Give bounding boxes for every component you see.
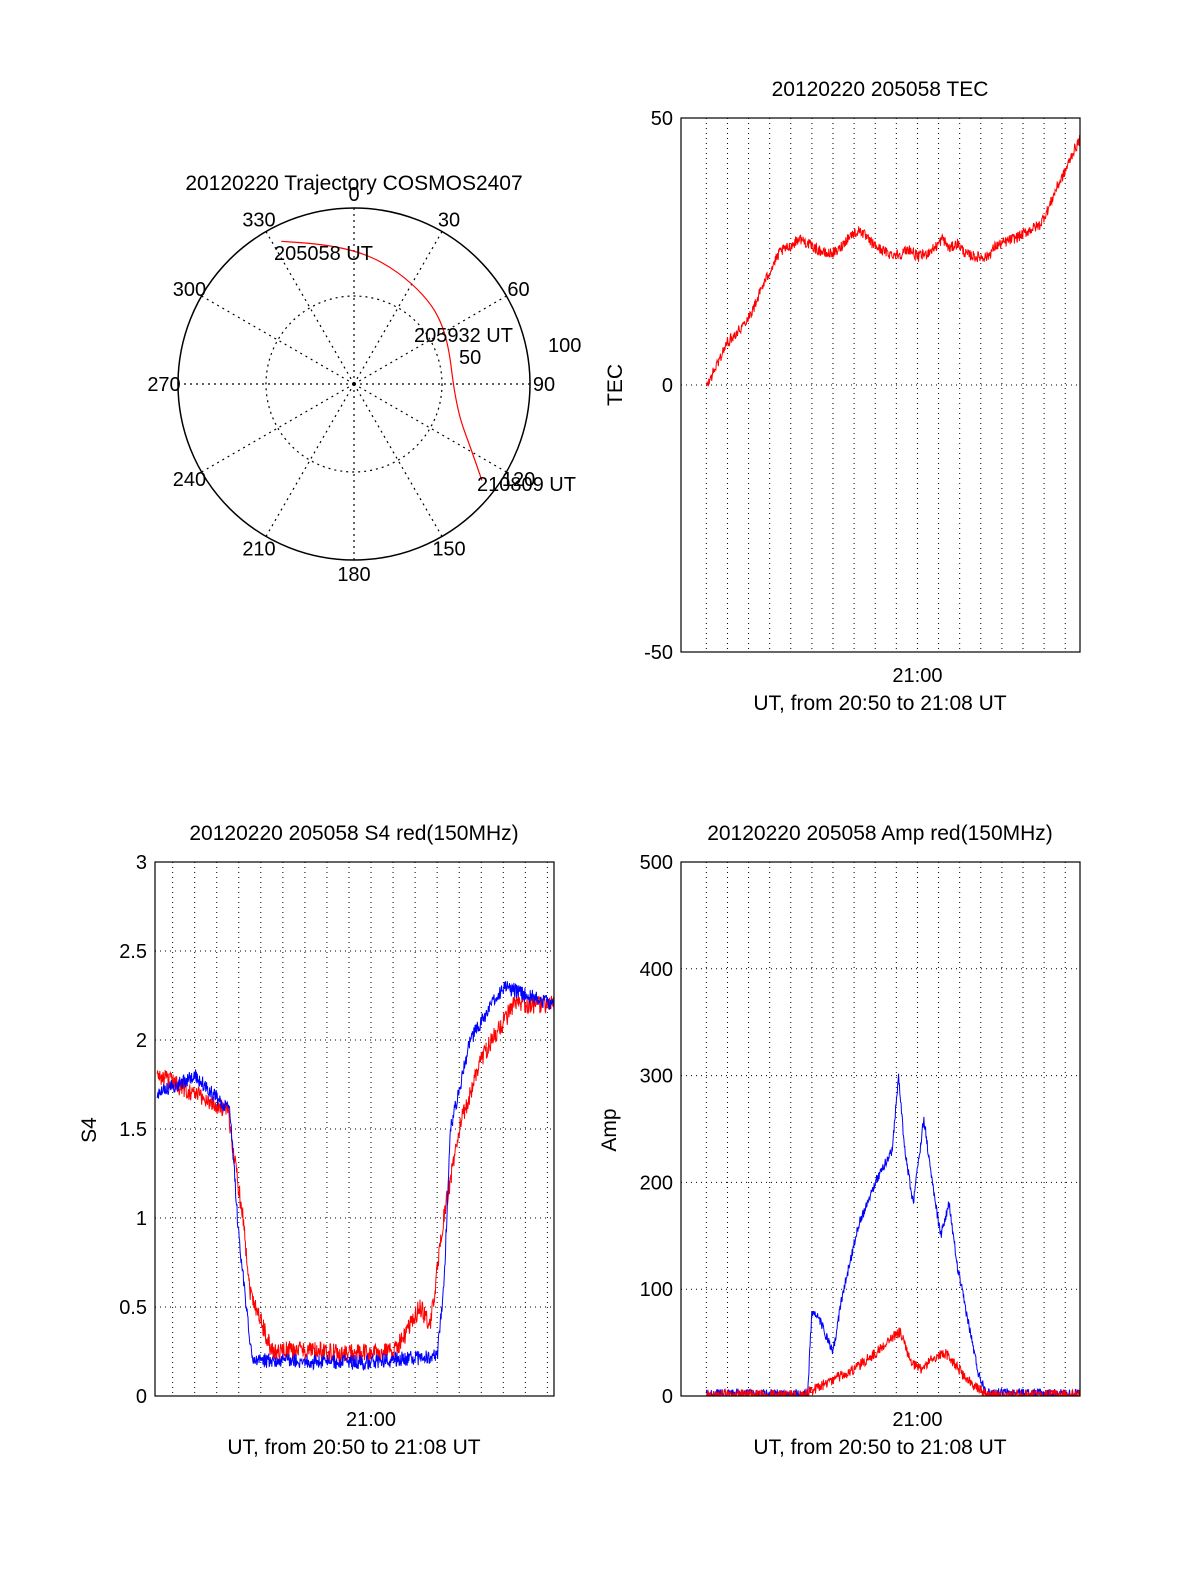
s4-y-ticks: 3 2.5 2 1.5 1 0.5 0 [119, 852, 147, 1408]
polar-angle-label-330: 330 [242, 209, 275, 231]
s4-y-tick-label: 0.5 [119, 1297, 147, 1319]
s4-plot: 20120220 205058 S4 red(150MHz) 3 2.5 2 1.5 1… [78, 822, 555, 1459]
polar-outer-circle [177, 207, 531, 561]
amp-y-tick-label: 500 [640, 852, 673, 874]
polar-spoke-300 [201, 295, 355, 385]
polar-angle-labels: 0 30 60 90 120 150 180 210 240 270 300 330 [147, 184, 555, 586]
amp-y-tick-label: 300 [640, 1066, 673, 1088]
tec-grid [681, 117, 1080, 653]
s4-x-label: UT, from 20:50 to 21:08 UT [227, 1436, 480, 1459]
s4-grid [155, 861, 554, 1397]
s4-series-blue [156, 981, 554, 1371]
trajectory-title: 20120220 Trajectory COSMOS2407 [185, 172, 522, 195]
s4-y-tick-label: 1 [136, 1208, 147, 1230]
trajectory-start-label: 205058 UT [274, 243, 373, 265]
amp-title: 20120220 205058 Amp red(150MHz) [707, 822, 1053, 845]
tec-x-tick-label: 21:00 [892, 665, 942, 687]
s4-series-red [156, 994, 554, 1363]
tec-y-tick-label: -50 [644, 642, 673, 664]
amp-y-tick-label: 100 [640, 1279, 673, 1301]
trajectory-end-label: 210809 UT [477, 474, 576, 496]
tec-y-ticks: 50 0 -50 [644, 108, 673, 664]
s4-y-tick-label: 1.5 [119, 1119, 147, 1141]
polar-angle-label-180: 180 [337, 564, 370, 586]
s4-series [156, 981, 554, 1371]
tec-series [705, 134, 1080, 387]
polar-radius-label-50: 50 [459, 347, 481, 369]
amp-y-ticks: 500 400 300 200 100 0 [640, 852, 673, 1408]
s4-y-tick-label: 2.5 [119, 941, 147, 963]
tec-y-tick-label: 0 [662, 375, 673, 397]
s4-title: 20120220 205058 S4 red(150MHz) [189, 822, 518, 845]
trajectory-mid-label: 205932 UT [414, 325, 513, 347]
polar-grid [178, 208, 530, 560]
tec-frame [680, 117, 1081, 653]
polar-angle-label-120: 120 [502, 469, 535, 491]
polar-angle-label-30: 30 [438, 209, 460, 231]
polar-angle-label-0: 0 [348, 184, 359, 206]
s4-x-tick-label: 21:00 [346, 1409, 396, 1431]
tec-title: 20120220 205058 TEC [772, 78, 989, 101]
amp-x-tick-label: 21:00 [892, 1409, 942, 1431]
amp-x-ticks: 21:00 [892, 1409, 942, 1431]
s4-y-label: S4 [78, 1117, 101, 1143]
s4-x-ticks: 21:00 [346, 1409, 396, 1431]
polar-grid-circle-0 [265, 295, 443, 473]
polar-angle-label-270: 270 [147, 374, 180, 396]
tec-series-red [705, 134, 1080, 387]
amp-series [705, 1073, 1080, 1396]
polar-spoke-210 [265, 383, 355, 537]
amp-plot: 20120220 205058 Amp red(150MHz) 500 400 30… [598, 822, 1081, 1459]
polar-angle-label-60: 60 [507, 279, 529, 301]
amp-x-label: UT, from 20:50 to 21:08 UT [753, 1436, 1006, 1459]
amp-series-blue [705, 1073, 1080, 1396]
s4-y-tick-label: 2 [136, 1030, 147, 1052]
trajectory-track [281, 240, 483, 481]
amp-y-tick-label: 0 [662, 1386, 673, 1408]
s4-y-tick-label: 0 [136, 1386, 147, 1408]
amp-frame [680, 861, 1081, 1397]
polar-radius-label-100: 100 [548, 335, 581, 357]
polar-angle-label-150: 150 [432, 539, 465, 561]
tec-y-tick-label: 50 [651, 108, 673, 130]
polar-angle-label-240: 240 [173, 469, 206, 491]
tec-plot: 20120220 205058 TEC 50 0 -50 21:00 TEC UT,… [604, 78, 1081, 715]
tec-x-ticks: 21:00 [892, 665, 942, 687]
polar-angle-label-300: 300 [173, 279, 206, 301]
tec-y-label: TEC [604, 364, 627, 406]
polar-spoke-120 [353, 383, 507, 473]
trajectory-plot: 20120220 Trajectory COSMOS2407 0 30 60 90 12… [147, 172, 581, 586]
amp-y-tick-label: 400 [640, 959, 673, 981]
polar-angle-label-90: 90 [533, 374, 555, 396]
tec-x-label: UT, from 20:50 to 21:08 UT [753, 692, 1006, 715]
amp-grid [681, 861, 1080, 1397]
polar-angle-label-210: 210 [242, 539, 275, 561]
amp-y-label: Amp [598, 1108, 621, 1151]
s4-frame [154, 861, 555, 1397]
amp-y-tick-label: 200 [640, 1172, 673, 1194]
s4-y-tick-label: 3 [136, 852, 147, 874]
